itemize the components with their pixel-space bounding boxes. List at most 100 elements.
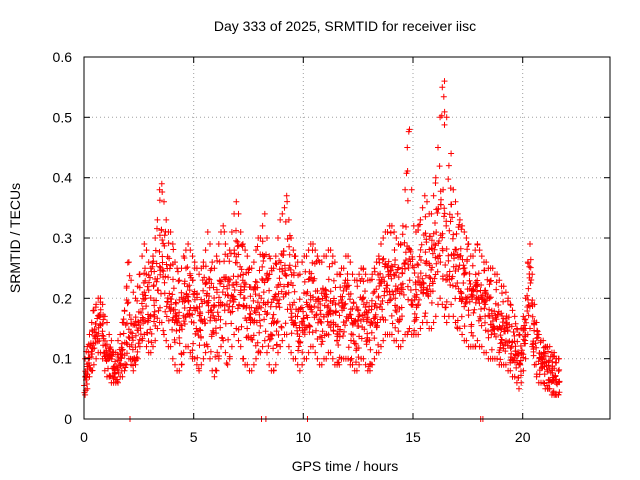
data-point <box>532 340 539 347</box>
data-point <box>413 314 420 321</box>
data-point <box>181 278 188 285</box>
data-point <box>167 343 174 350</box>
data-point <box>485 312 492 319</box>
data-point <box>310 241 316 247</box>
data-point <box>475 270 482 277</box>
data-point <box>248 336 255 343</box>
data-point <box>208 280 215 287</box>
data-point <box>345 282 352 289</box>
data-point <box>465 307 472 314</box>
data-point <box>265 275 272 282</box>
data-point <box>104 319 110 326</box>
data-point <box>101 367 108 374</box>
data-point <box>136 343 143 350</box>
data-point <box>318 259 325 266</box>
data-point <box>173 300 180 307</box>
data-point <box>141 289 148 296</box>
data-point <box>388 222 395 229</box>
data-point <box>175 268 181 275</box>
data-point <box>144 283 151 290</box>
data-point <box>454 210 461 217</box>
data-point <box>191 355 198 362</box>
data-point <box>439 301 446 308</box>
data-point <box>354 283 361 290</box>
data-point <box>153 297 160 304</box>
data-point <box>166 304 173 311</box>
data-point <box>529 313 536 320</box>
data-point <box>322 286 329 293</box>
data-point <box>417 325 424 332</box>
data-point <box>337 284 344 291</box>
data-point <box>144 329 151 336</box>
data-point <box>369 361 376 368</box>
data-point <box>301 331 308 338</box>
data-point <box>179 326 186 333</box>
data-point <box>159 189 166 195</box>
data-point <box>125 326 132 333</box>
data-point <box>295 343 302 350</box>
data-point <box>233 198 240 205</box>
data-point <box>413 294 420 301</box>
data-point <box>446 268 453 275</box>
data-point <box>215 241 222 247</box>
data-point <box>329 355 336 362</box>
data-point <box>296 367 303 374</box>
data-point <box>329 253 336 260</box>
data-point <box>389 288 396 295</box>
data-point <box>228 320 235 327</box>
x-tick-label: 15 <box>405 429 421 445</box>
data-point <box>132 332 139 339</box>
data-point <box>281 204 288 211</box>
y-tick-label: 0.5 <box>53 109 73 125</box>
data-point <box>202 349 209 356</box>
data-point <box>331 295 337 302</box>
data-point <box>347 296 353 303</box>
data-point <box>288 330 295 337</box>
data-point <box>153 260 160 267</box>
data-point <box>142 295 149 302</box>
data-point <box>525 285 532 292</box>
data-point <box>241 279 248 286</box>
data-points <box>81 78 563 422</box>
data-point <box>457 245 464 252</box>
data-point <box>237 343 244 350</box>
data-point <box>545 362 552 369</box>
data-point <box>469 292 476 299</box>
data-point <box>250 297 257 304</box>
data-point <box>210 312 217 319</box>
data-point <box>533 361 539 368</box>
data-point <box>470 309 477 316</box>
data-point <box>427 233 434 240</box>
data-point <box>401 239 408 246</box>
data-point <box>375 349 382 356</box>
data-point <box>414 261 421 268</box>
data-point <box>194 354 201 361</box>
data-point <box>493 316 500 323</box>
data-point <box>495 302 502 308</box>
data-point <box>191 259 198 266</box>
data-point <box>367 346 374 353</box>
data-point <box>478 253 485 260</box>
data-point <box>392 324 399 331</box>
data-point <box>309 308 316 315</box>
data-point <box>485 334 492 341</box>
data-point <box>355 307 362 314</box>
data-point <box>342 322 348 329</box>
data-point <box>176 340 183 347</box>
data-point <box>300 308 307 315</box>
data-point <box>141 296 148 303</box>
data-point <box>510 329 517 335</box>
data-point <box>84 385 91 392</box>
data-point <box>248 367 255 374</box>
data-point <box>299 361 306 368</box>
data-point <box>299 349 306 356</box>
data-point <box>115 379 121 386</box>
data-point <box>216 294 222 301</box>
data-point <box>254 284 261 291</box>
data-point <box>527 325 533 332</box>
data-point <box>263 251 269 258</box>
data-point <box>340 265 347 272</box>
data-point <box>170 276 176 283</box>
data-point <box>358 335 365 342</box>
data-point <box>376 283 383 289</box>
